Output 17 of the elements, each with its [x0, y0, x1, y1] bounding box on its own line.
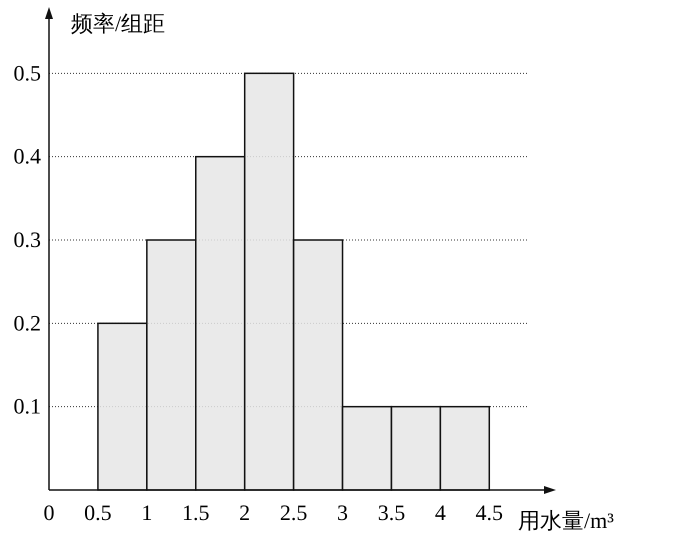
x-tick-label: 1.5	[182, 500, 210, 525]
x-tick-label: 4	[434, 500, 446, 525]
x-tick-label: 1	[141, 500, 152, 525]
y-tick-label: 0.2	[14, 310, 41, 336]
x-axis-title: 用水量/m³	[518, 508, 614, 533]
y-tick-label: 0.3	[14, 227, 41, 252]
x-tick-label: 4.5	[476, 500, 504, 525]
y-tick-label: 0.1	[14, 394, 41, 419]
x-tick-label: 2.5	[280, 500, 308, 525]
y-axis-title: 频率/组距	[71, 11, 166, 36]
x-tick-label: 0	[44, 500, 54, 525]
y-tick-label: 0.5	[14, 60, 41, 86]
x-tick-label: 3	[337, 500, 348, 525]
x-tick-label: 3.5	[378, 500, 406, 525]
y-tick-label: 0.4	[14, 144, 41, 169]
x-tick-label: 2	[239, 500, 250, 525]
x-tick-label: 0.5	[84, 500, 112, 525]
